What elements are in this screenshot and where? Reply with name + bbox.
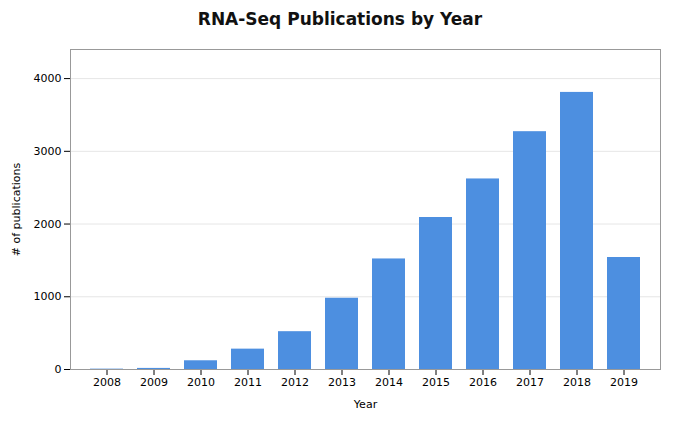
svg-text:# of publications: # of publications bbox=[10, 163, 23, 257]
svg-text:2017: 2017 bbox=[516, 376, 544, 389]
svg-text:2000: 2000 bbox=[34, 218, 62, 231]
svg-text:2010: 2010 bbox=[187, 376, 215, 389]
svg-text:2008: 2008 bbox=[93, 376, 121, 389]
svg-text:1000: 1000 bbox=[34, 290, 62, 303]
svg-text:3000: 3000 bbox=[34, 145, 62, 158]
svg-text:2016: 2016 bbox=[469, 376, 497, 389]
html-text:RNA-Seq Publications by Year: RNA-Seq Publications by Year bbox=[197, 9, 483, 29]
svg-text:4000: 4000 bbox=[34, 72, 62, 85]
svg-text:2014: 2014 bbox=[375, 376, 403, 389]
svg-text:2015: 2015 bbox=[422, 376, 450, 389]
svg-text:2012: 2012 bbox=[281, 376, 309, 389]
svg-text:2019: 2019 bbox=[610, 376, 638, 389]
svg-text:2018: 2018 bbox=[563, 376, 591, 389]
svg-text:Year: Year bbox=[353, 398, 378, 411]
svg-text:0: 0 bbox=[55, 363, 62, 376]
svg-text:2013: 2013 bbox=[328, 376, 356, 389]
svg-text:2011: 2011 bbox=[234, 376, 262, 389]
svg-text:2009: 2009 bbox=[140, 376, 168, 389]
